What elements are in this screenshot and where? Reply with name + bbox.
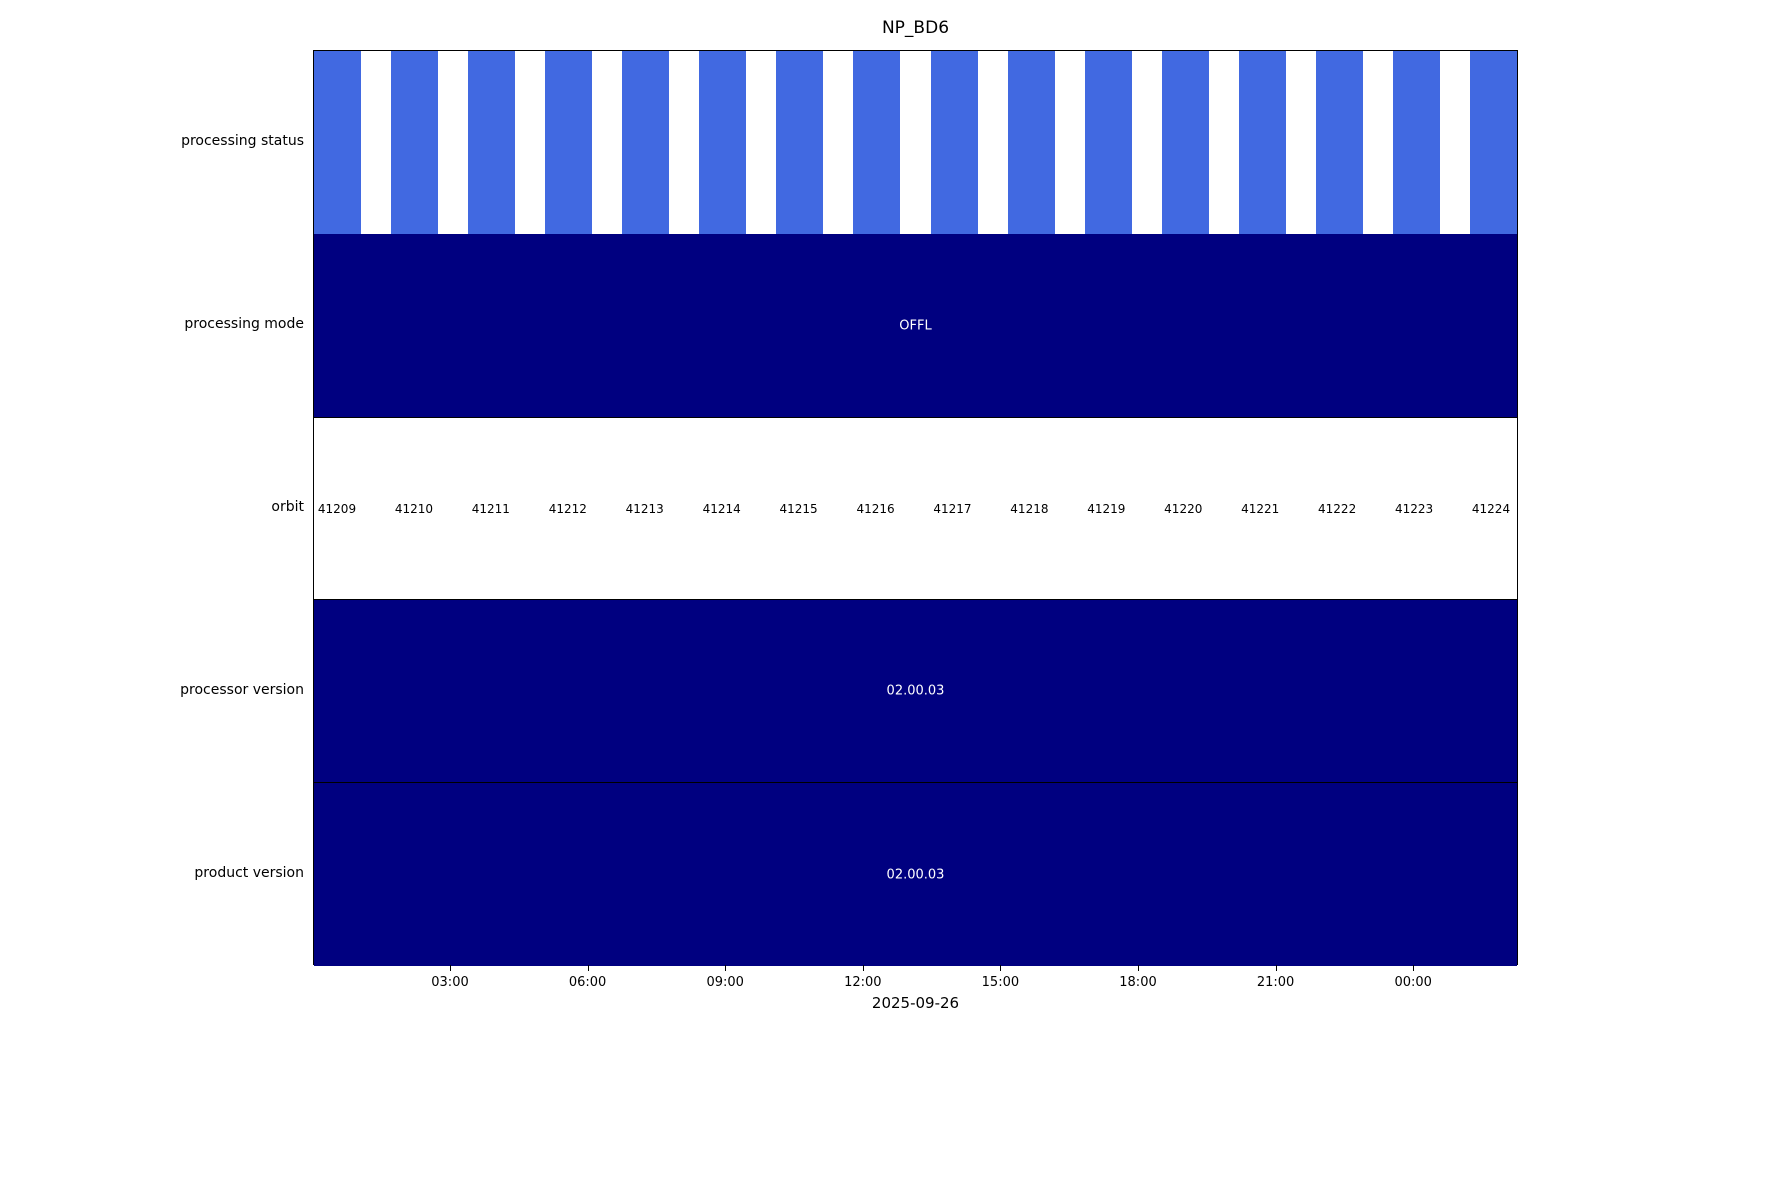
plot-area: OFFL 41209 41210 41211 41212 41213 41214 41215…	[313, 50, 1518, 966]
x-tick-label: 21:00	[1256, 975, 1295, 990]
processing-status-bar	[776, 51, 824, 234]
orbit-number: 41211	[471, 501, 510, 516]
x-tick-label: 12:00	[844, 975, 882, 990]
processing-status-bar	[468, 51, 516, 234]
x-tick-mark	[862, 965, 864, 971]
x-tick-label: 00:00	[1394, 975, 1432, 990]
processing-status-bar	[699, 51, 747, 234]
processing-status-bar	[622, 51, 670, 234]
row-product-version: 02.00.03	[314, 783, 1517, 966]
product-version-value: 02.00.03	[886, 867, 945, 882]
processing-status-bar	[1470, 51, 1517, 234]
x-tick-label: 06:00	[568, 975, 607, 990]
orbit-number: 41210	[394, 501, 434, 516]
orbit-number: 41216	[856, 501, 895, 516]
orbit-number: 41223	[1394, 501, 1434, 516]
x-tick-mark	[1413, 965, 1415, 971]
x-tick-mark	[450, 965, 451, 971]
chart-title: NP_BD6	[881, 18, 950, 38]
processing-status-bar	[853, 51, 901, 234]
processor-version-value: 02.00.03	[886, 683, 945, 699]
processing-status-bar	[1084, 51, 1132, 234]
orbit-number: 41217	[933, 501, 972, 516]
ylabel-processor-version: processor version	[180, 682, 304, 698]
x-tick-mark	[587, 965, 589, 971]
x-tick-label: 18:00	[1119, 975, 1157, 990]
row-processor-version: 02.00.03	[314, 600, 1517, 783]
orbit-number: 41220	[1164, 501, 1203, 516]
processing-status-bar	[1392, 51, 1440, 234]
processing-status-bar	[314, 51, 361, 234]
orbit-number: 41212	[548, 501, 587, 516]
ylabel-orbit: orbit	[271, 499, 304, 515]
orbit-number: 41215	[779, 501, 818, 516]
row-processing-mode: OFFL	[314, 234, 1517, 417]
x-tick-mark	[725, 965, 727, 971]
orbit-number: 41218	[1010, 501, 1049, 516]
orbit-number: 41214	[702, 501, 741, 516]
ylabel-processing-status: processing status	[181, 133, 304, 149]
orbit-number: 41213	[625, 501, 664, 516]
orbit-number: 41222	[1318, 501, 1357, 516]
row-processing-status	[314, 51, 1517, 234]
row-orbit: 41209 41210 41211 41212 41213 41214 41215 41216…	[314, 417, 1517, 600]
x-axis-date-label: 2025-09-26	[871, 994, 960, 1012]
orbit-number: 41224	[1471, 501, 1511, 516]
processing-status-bar	[545, 51, 593, 234]
processing-status-bar	[1007, 51, 1055, 234]
processing-status-bar	[930, 51, 978, 234]
x-tick-label: 09:00	[706, 975, 744, 990]
processing-status-bar	[1161, 51, 1209, 234]
x-tick-label: 03:00	[431, 975, 469, 990]
ylabel-product-version: product version	[194, 865, 304, 881]
orbit-number: 41219	[1087, 501, 1126, 516]
x-tick-label: 15:00	[981, 975, 1020, 990]
processing-mode-value: OFFL	[899, 318, 932, 333]
x-tick-mark	[1275, 965, 1277, 971]
processing-status-bar	[1315, 51, 1363, 234]
x-tick-mark	[1138, 965, 1139, 971]
processing-status-bar	[391, 51, 439, 234]
orbit-number: 41209	[317, 501, 357, 516]
processing-status-bar	[1238, 51, 1286, 234]
orbit-number: 41221	[1241, 501, 1280, 516]
x-tick-mark	[1000, 965, 1002, 971]
ylabel-processing-mode: processing mode	[184, 316, 304, 332]
